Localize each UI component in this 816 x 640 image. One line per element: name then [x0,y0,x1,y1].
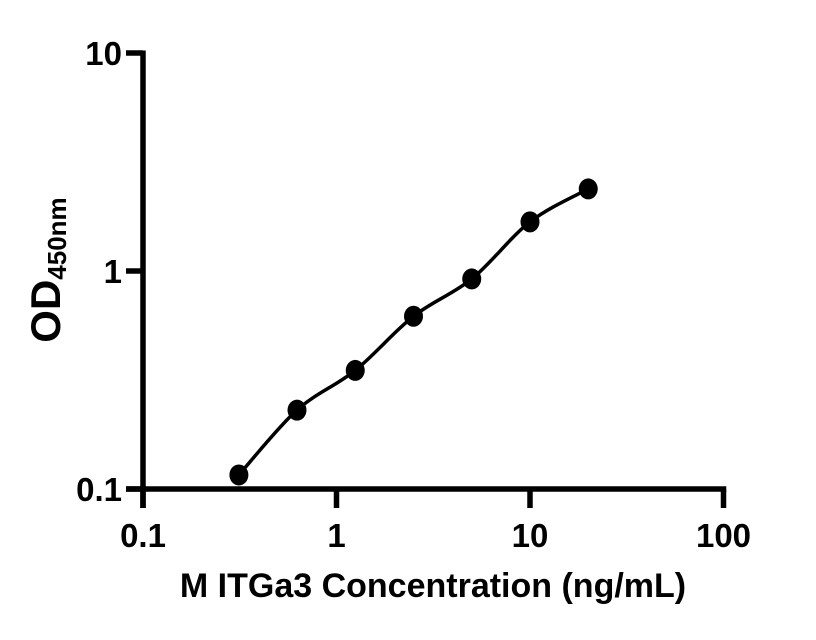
data-point [345,359,365,381]
data-point [229,464,249,486]
data-points-group [229,178,598,486]
tick-labels-group: 0.1 1 10 100 0.1 1 10 [76,35,751,554]
y-tick-label: 1 [104,253,122,290]
axes-group [126,50,727,508]
x-tick-label: 1 [327,517,345,554]
data-point [462,268,482,290]
x-axis-title: M ITGa3 Concentration (ng/mL) [180,567,686,605]
y-axis-title-main: OD [22,280,69,343]
x-tick-label: 0.1 [120,517,166,554]
data-point [287,399,307,421]
data-point [578,178,598,200]
x-tick-label: 10 [512,517,549,554]
data-point [520,211,540,233]
fit-curve-group [237,187,590,477]
y-tick-label: 10 [85,35,122,72]
y-axis-title: OD450nm [22,197,72,342]
x-tick-label: 100 [696,517,751,554]
y-tick-label: 0.1 [76,471,122,508]
fit-curve [237,187,590,477]
data-point [404,305,424,327]
y-axis-title-subscript: 450nm [42,197,72,279]
